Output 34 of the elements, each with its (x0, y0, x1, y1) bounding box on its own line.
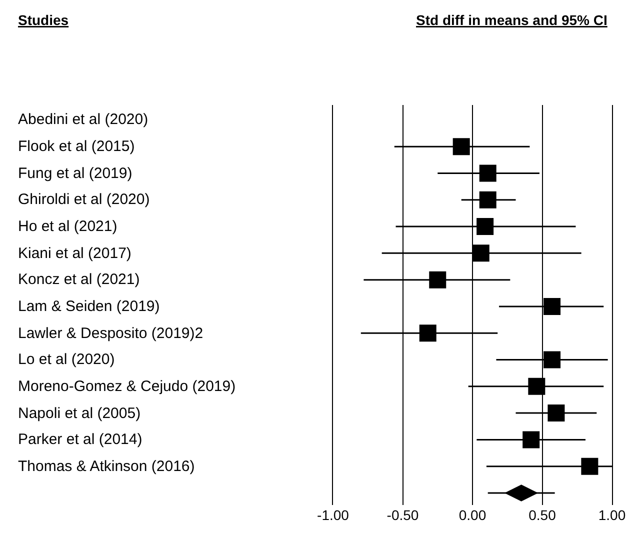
y-tick-label: Lo et al (2020) (18, 351, 115, 368)
point (548, 404, 565, 422)
y-tick-label: Lawler & Desposito (2019)2 (18, 325, 204, 342)
y-tick-label: Abedini et al (2020) (18, 111, 148, 128)
y-tick-label: Ghiroldi et al (2020) (18, 191, 150, 208)
x-tick-label: -1.00 (317, 507, 350, 523)
point (581, 458, 598, 475)
point (522, 431, 540, 448)
y-tick-label: Kiani et al (2017) (18, 245, 132, 262)
point (544, 351, 561, 368)
point (419, 324, 436, 342)
y-tick-label: Moreno-Gomez & Cejudo (2019) (18, 378, 236, 395)
y-tick-label: Lam & Seiden (2019) (18, 298, 160, 315)
y-tick-label: Napoli et al (2005) (18, 405, 141, 422)
x-tick-label: -0.50 (386, 507, 419, 523)
y-tick-label: Ho et al (2021) (18, 218, 118, 235)
point (476, 218, 494, 236)
y-tick-label: Thomas & Atkinson (2016) (18, 458, 195, 475)
text: Studies (18, 12, 69, 28)
point (452, 138, 470, 156)
y-tick-label: Koncz et al (2021) (18, 271, 140, 288)
point (479, 191, 496, 208)
x-tick-label: 1.00 (598, 507, 626, 523)
y-tick-label: Flook et al (2015) (18, 138, 135, 155)
point (479, 164, 496, 182)
x-tick-label: 0.50 (528, 507, 556, 523)
point (544, 298, 561, 315)
point (528, 378, 546, 395)
x-tick-label: 0.00 (458, 507, 486, 523)
y-tick-label: Fung et al (2019) (18, 165, 132, 182)
point (472, 244, 490, 262)
point (429, 271, 446, 288)
y-tick-label: Parker et al (2014) (18, 431, 142, 448)
chart-title: Std diff in means and 95% CI (416, 12, 608, 28)
